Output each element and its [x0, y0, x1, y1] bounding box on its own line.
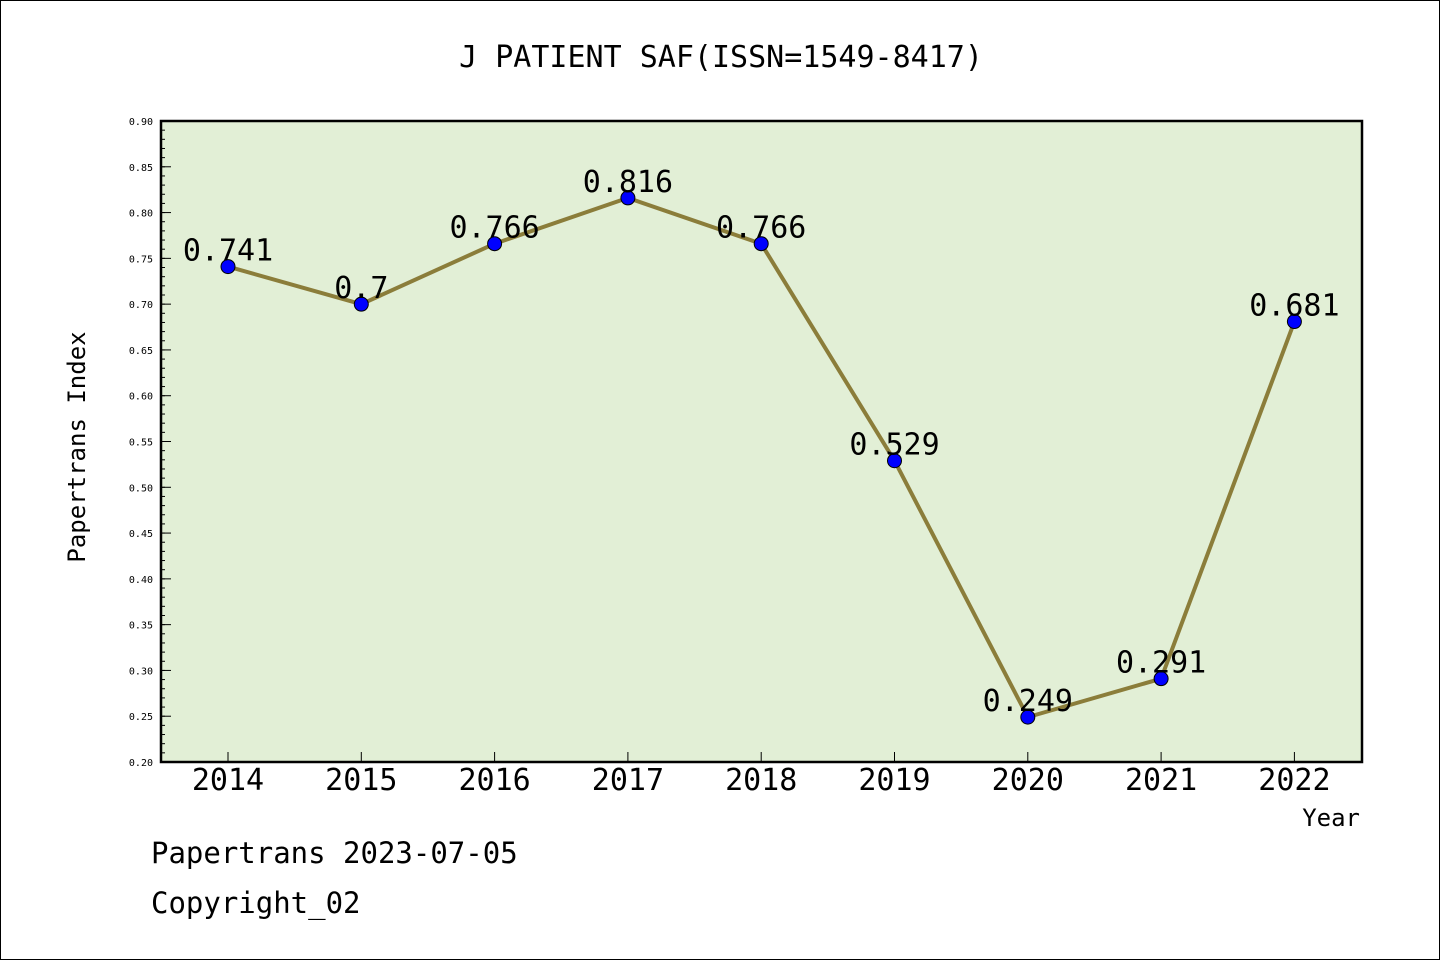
data-points	[220, 190, 1302, 725]
y-tick-label: 0.40	[129, 575, 153, 586]
y-tick-label: 0.60	[129, 392, 153, 403]
data-label: 0.7	[334, 271, 388, 306]
data-label: 0.766	[449, 211, 539, 246]
y-axis-ticks: 0.20 0.25 0.30 0.35 0.40 0.45 0.50 0.55 0.60 0.65…	[129, 117, 171, 769]
data-label: 0.529	[849, 428, 939, 463]
x-axis-ticks: 2014 2015 2016 2017 2018 2019 2020 2021 2022	[192, 752, 1331, 798]
data-label: 0.741	[183, 234, 273, 269]
x-tick-label: 2021	[1125, 763, 1197, 798]
x-tick-label: 2022	[1258, 763, 1330, 798]
x-tick-label: 2014	[192, 763, 264, 798]
y-tick-label: 0.50	[129, 483, 153, 494]
data-point	[487, 236, 503, 252]
y-axis-title: Papertrans Index	[63, 331, 91, 562]
x-tick-label: 2019	[858, 763, 930, 798]
x-tick-label: 2017	[592, 763, 664, 798]
data-point	[1020, 709, 1036, 725]
data-point	[1153, 671, 1169, 687]
footer-date: Papertrans 2023-07-05	[151, 836, 518, 870]
chart-title: J PATIENT SAF(ISSN=1549-8417)	[459, 40, 983, 75]
x-tick-label: 2016	[458, 763, 530, 798]
data-point	[620, 190, 636, 206]
data-label: 0.291	[1116, 646, 1206, 681]
y-tick-label: 0.45	[129, 529, 153, 540]
x-tick-label: 2018	[725, 763, 797, 798]
y-tick-label: 0.25	[129, 712, 153, 723]
data-point	[753, 236, 769, 252]
x-tick-label: 2020	[992, 763, 1064, 798]
y-tick-label: 0.30	[129, 666, 153, 677]
x-tick-label: 2015	[325, 763, 397, 798]
y-tick-label: 0.90	[129, 117, 153, 128]
data-point	[1286, 314, 1302, 330]
y-tick-label: 0.65	[129, 346, 153, 357]
data-label: 0.249	[983, 684, 1073, 719]
y-tick-label: 0.85	[129, 163, 153, 174]
y-tick-label: 0.80	[129, 209, 153, 220]
data-labels: 0.741 0.7 0.766 0.816 0.766 0.529 0.249 0.291 0.…	[183, 165, 1340, 719]
data-label: 0.766	[716, 211, 806, 246]
data-point	[220, 259, 236, 275]
data-point	[353, 296, 369, 312]
x-axis-title: Year	[1302, 804, 1360, 832]
y-tick-label: 0.20	[129, 758, 153, 769]
y-tick-label: 0.70	[129, 300, 153, 311]
data-point	[887, 453, 902, 469]
y-tick-label: 0.75	[129, 254, 153, 265]
y-tick-label: 0.55	[129, 438, 153, 449]
plot-area	[159, 119, 1364, 764]
footer-copyright: Copyright_02	[151, 886, 361, 920]
data-label: 0.816	[583, 165, 673, 200]
y-tick-label: 0.35	[129, 621, 153, 632]
data-label: 0.681	[1249, 289, 1339, 324]
